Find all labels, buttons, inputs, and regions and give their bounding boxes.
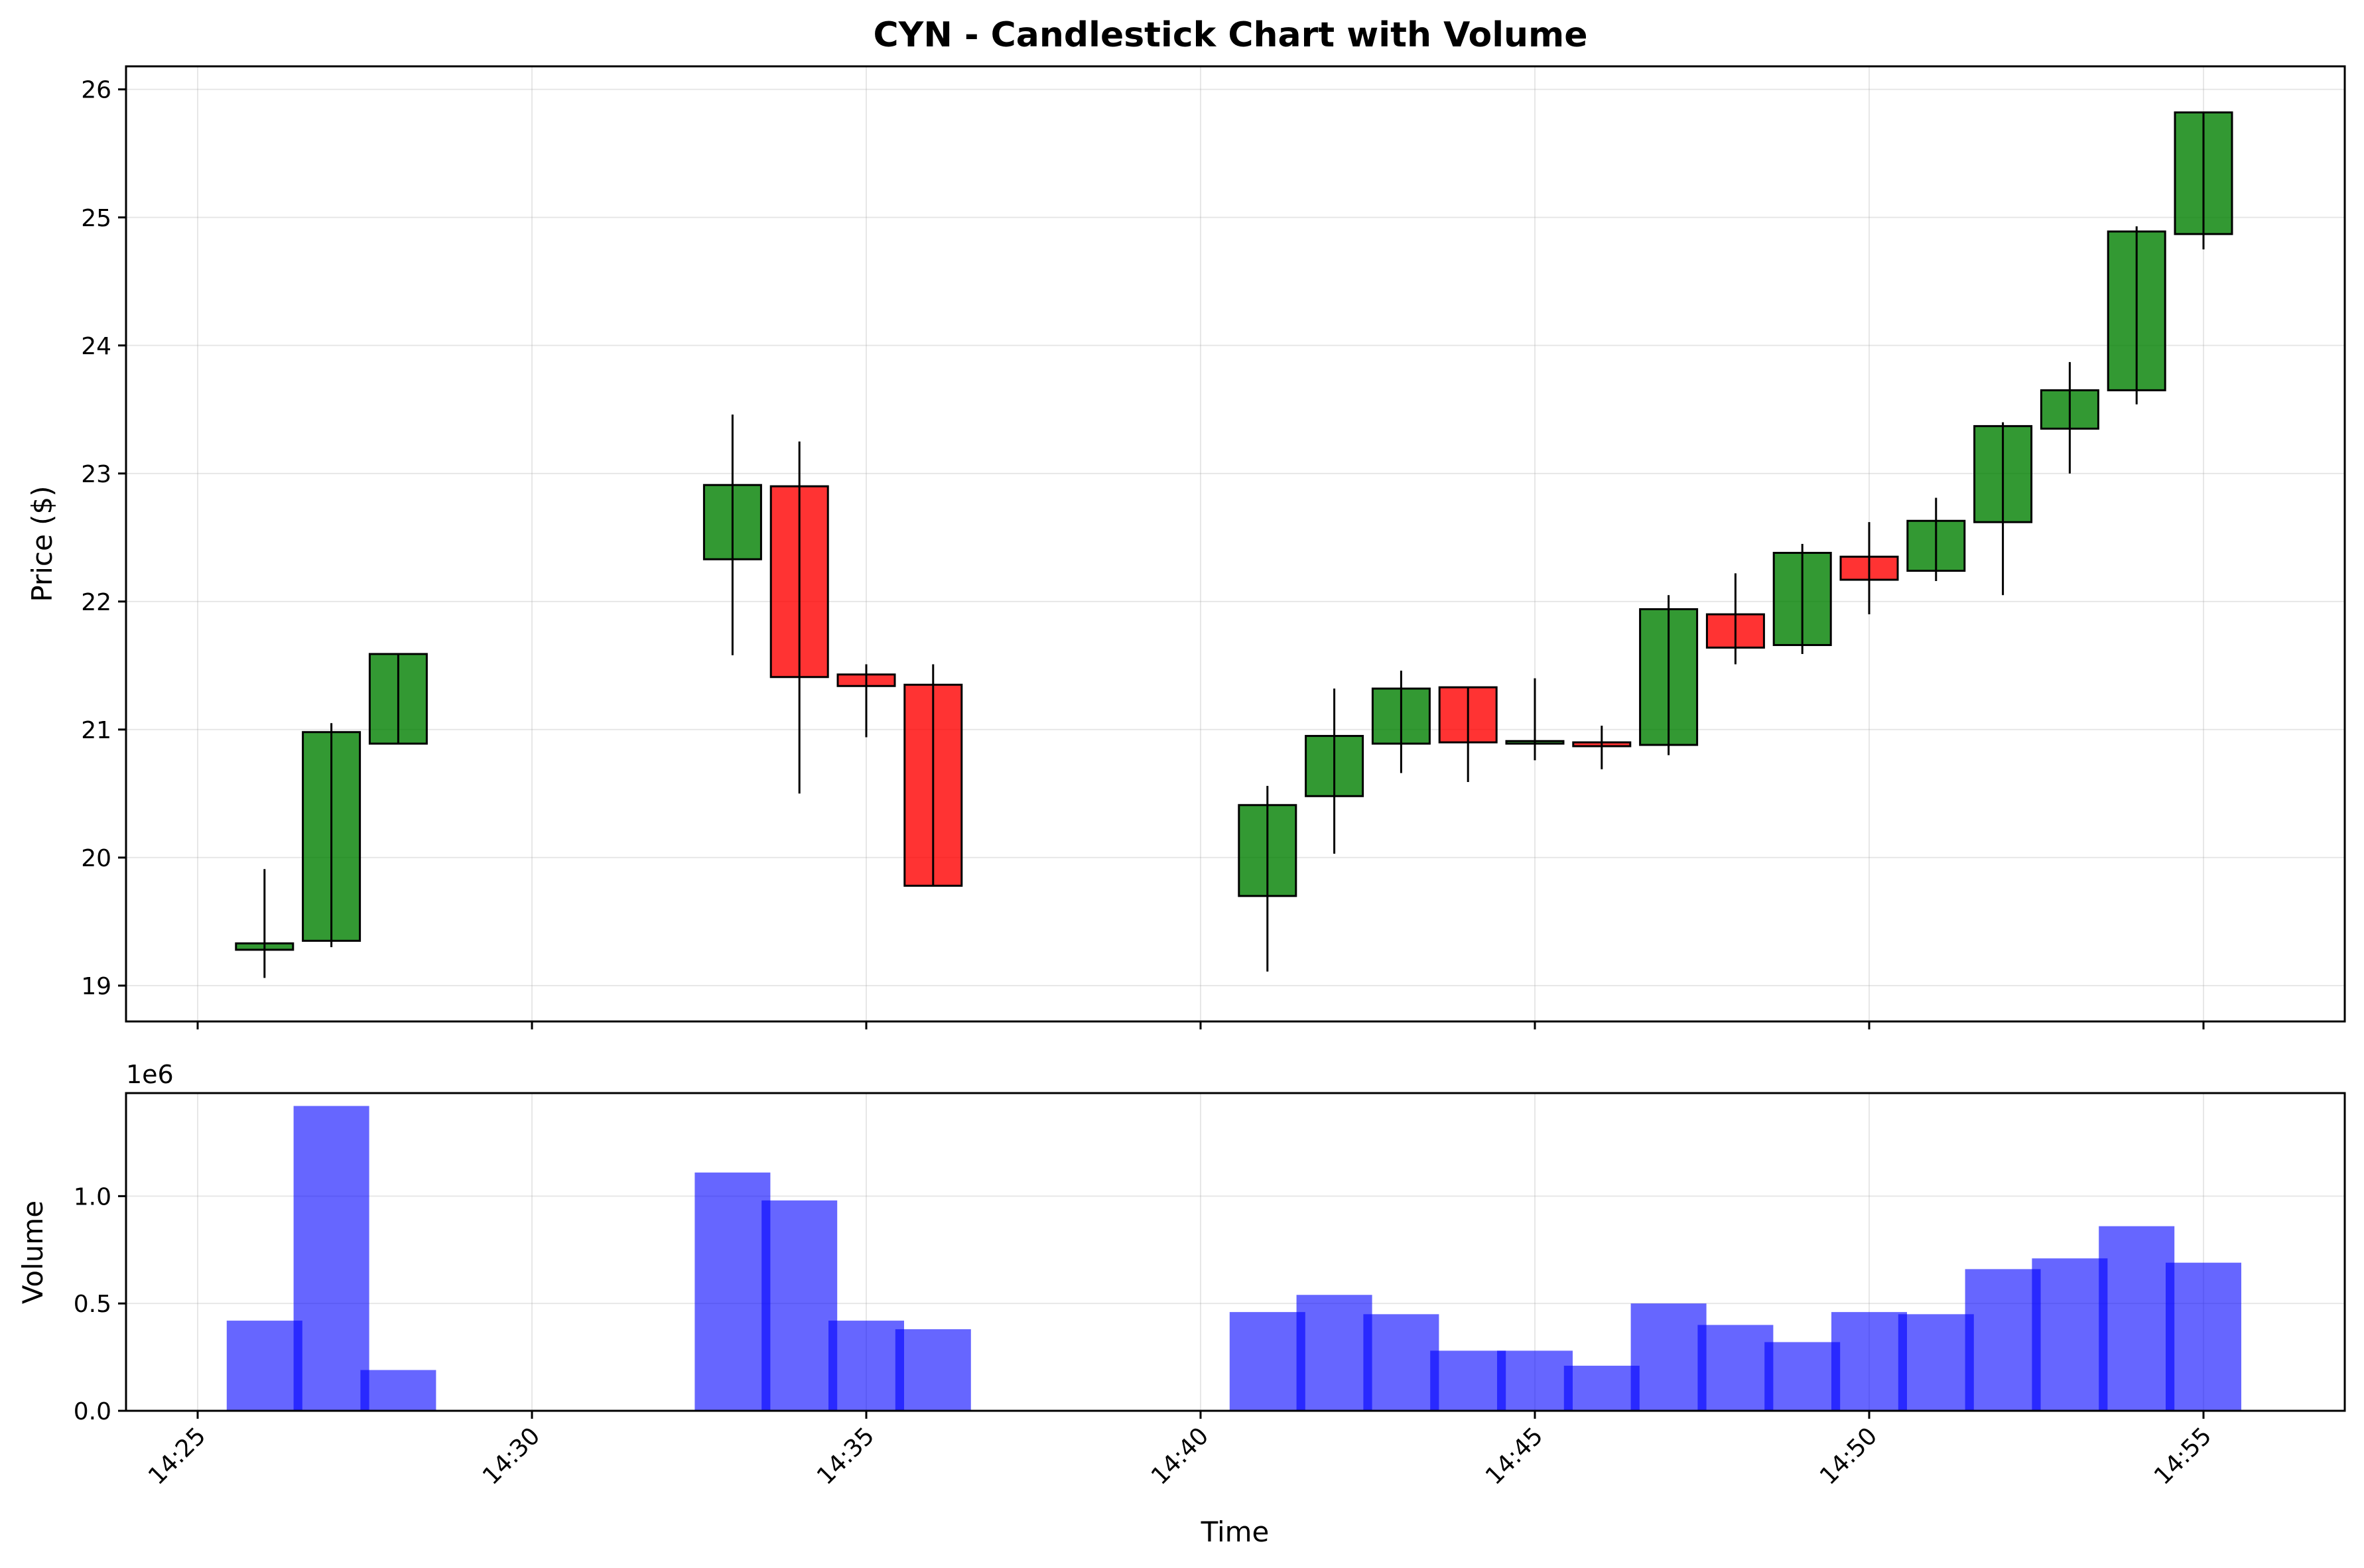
candle bbox=[1438, 686, 1498, 783]
candle bbox=[1238, 785, 1297, 972]
price-candles bbox=[235, 111, 2233, 978]
volume-bar bbox=[226, 1321, 302, 1411]
candle bbox=[2107, 226, 2166, 405]
volume-bar bbox=[1296, 1295, 1372, 1411]
price-y-ticks: 19 20 21 22 23 24 25 26 bbox=[81, 77, 126, 1000]
price-panel: 19 20 21 22 23 24 25 26 Price ($) bbox=[26, 65, 2346, 1029]
price-y-axis-label: Price ($) bbox=[26, 486, 58, 602]
volume-bar bbox=[1563, 1366, 1640, 1411]
volume-bar bbox=[360, 1370, 436, 1411]
x-axis-label: Time bbox=[1201, 1516, 1270, 1548]
candle bbox=[302, 723, 361, 948]
volume-offset-label: 1e6 bbox=[126, 1060, 174, 1089]
volume-bar bbox=[828, 1321, 904, 1411]
price-y-tick-label: 19 bbox=[81, 973, 111, 1000]
price-y-tick-label: 21 bbox=[81, 717, 111, 744]
candle bbox=[368, 653, 428, 745]
candle bbox=[1505, 678, 1565, 761]
candle bbox=[1305, 688, 1364, 854]
volume-bar bbox=[2166, 1262, 2241, 1411]
volume-bar bbox=[1497, 1350, 1573, 1411]
volume-y-tick-label: 0.5 bbox=[74, 1291, 111, 1318]
volume-y-tick-label: 0.0 bbox=[74, 1398, 111, 1425]
candle bbox=[1639, 595, 1699, 755]
candle bbox=[1772, 544, 1832, 655]
candle bbox=[235, 869, 295, 978]
price-x-tick-marks bbox=[196, 1021, 2205, 1029]
volume-bar bbox=[2032, 1258, 2108, 1411]
price-y-tick-label: 22 bbox=[81, 589, 111, 616]
volume-bars bbox=[226, 1106, 2241, 1411]
volume-bar bbox=[1831, 1312, 1907, 1411]
candle bbox=[2174, 111, 2233, 250]
candle bbox=[1906, 497, 1966, 581]
volume-bar bbox=[1898, 1314, 1974, 1411]
volume-y-tick-label: 1.0 bbox=[74, 1183, 111, 1210]
candle bbox=[1371, 671, 1431, 773]
price-y-tick-label: 26 bbox=[81, 77, 111, 104]
price-y-tick-label: 23 bbox=[81, 461, 111, 488]
volume-bar bbox=[1965, 1269, 2041, 1411]
volume-bar bbox=[1229, 1312, 1305, 1411]
volume-bar bbox=[1630, 1303, 1707, 1411]
candle bbox=[1973, 422, 2033, 596]
candle bbox=[1705, 573, 1765, 665]
volume-bar bbox=[1430, 1350, 1506, 1411]
volume-bar bbox=[293, 1106, 369, 1411]
candle bbox=[2040, 361, 2099, 474]
price-grid bbox=[126, 66, 2345, 1021]
volume-bar bbox=[1764, 1342, 1841, 1411]
chart-title: CYN - Candlestick Chart with Volume bbox=[874, 15, 1588, 55]
volume-bar bbox=[761, 1200, 838, 1411]
price-y-tick-label: 20 bbox=[81, 845, 111, 872]
volume-bar bbox=[694, 1172, 771, 1411]
volume-y-axis-label: Volume bbox=[17, 1201, 49, 1304]
price-y-tick-label: 24 bbox=[81, 333, 111, 360]
volume-bar bbox=[1363, 1314, 1439, 1411]
candle bbox=[769, 441, 829, 794]
candle bbox=[903, 664, 963, 887]
volume-bar bbox=[1697, 1325, 1774, 1411]
price-y-tick-label: 25 bbox=[81, 205, 111, 232]
candle bbox=[702, 415, 762, 655]
volume-bar bbox=[895, 1329, 971, 1411]
volume-bar bbox=[2099, 1226, 2175, 1411]
price-axes-frame bbox=[125, 65, 2346, 1023]
candle bbox=[1839, 522, 1899, 615]
volume-axes-frame bbox=[125, 1092, 2346, 1412]
candle bbox=[1572, 726, 1632, 769]
candle bbox=[836, 664, 896, 738]
volume-y-ticks: 0.0 0.5 1.0 bbox=[74, 1183, 126, 1425]
